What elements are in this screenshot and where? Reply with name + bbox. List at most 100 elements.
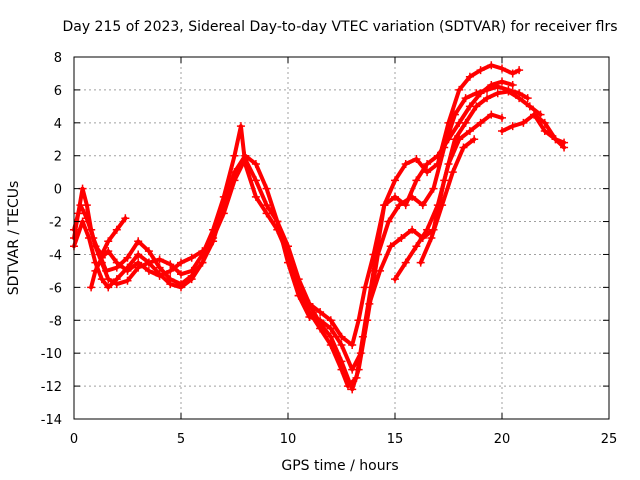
data-point <box>380 201 389 210</box>
y-tick-label: 2 <box>54 150 62 165</box>
y-tick-label: -14 <box>41 413 62 428</box>
x-tick-label: 15 <box>387 432 404 447</box>
data-point <box>448 168 457 177</box>
data-point <box>470 135 479 144</box>
data-point <box>144 266 153 275</box>
series-track-10 <box>530 110 569 147</box>
data-point <box>476 66 485 75</box>
data-point <box>241 151 250 160</box>
data-point <box>423 225 432 234</box>
data-point <box>337 332 346 341</box>
data-point <box>123 266 132 275</box>
series-track-1 <box>70 61 524 391</box>
series-line <box>418 137 477 265</box>
data-point <box>187 275 196 284</box>
data-point <box>498 127 506 136</box>
axis-ticks: 0 5 10 15 20 25 -14 -12 -10 -8 -6 -4 -2 0 2 4 6 8 <box>41 51 618 447</box>
data-point <box>384 217 393 226</box>
data-point <box>326 316 335 325</box>
data-point <box>134 237 143 246</box>
data-point <box>97 253 106 262</box>
data-point <box>112 258 121 267</box>
y-tick-label: 6 <box>54 84 62 99</box>
y-tick-label: 8 <box>54 51 62 66</box>
data-point <box>515 66 524 75</box>
data-point <box>104 237 113 246</box>
data-point <box>112 275 121 284</box>
data-point <box>104 247 113 256</box>
data-point <box>461 94 470 103</box>
x-axis-label: GPS time / hours <box>281 458 398 474</box>
data-point <box>459 143 468 152</box>
data-point <box>540 127 549 136</box>
data-point <box>80 209 89 218</box>
data-point <box>391 275 399 284</box>
data-point <box>87 225 96 234</box>
series-line <box>296 79 515 347</box>
y-tick-label: -2 <box>49 216 62 231</box>
x-tick-label: 20 <box>494 432 511 447</box>
data-point <box>397 234 406 242</box>
data-point <box>294 291 303 300</box>
data-point <box>91 266 100 275</box>
data-point <box>348 340 357 349</box>
data-point <box>123 276 132 285</box>
data-point <box>523 94 532 103</box>
data-point <box>121 214 130 223</box>
y-tick-label: -8 <box>49 314 62 329</box>
data-point <box>97 275 106 284</box>
data-point <box>316 308 325 317</box>
data-point <box>504 87 513 96</box>
data-point <box>465 102 474 111</box>
data-point <box>493 89 502 98</box>
data-point <box>401 159 410 168</box>
data-point <box>209 237 218 246</box>
data-point <box>519 118 528 127</box>
data-point <box>91 242 100 251</box>
series-track-5 <box>87 247 207 292</box>
data-point <box>326 332 335 341</box>
data-point <box>444 159 453 168</box>
data-point <box>418 201 427 210</box>
series-track-7 <box>391 110 506 284</box>
y-axis-label: SDTVAR / TECUs <box>6 181 22 296</box>
data-point <box>416 258 425 267</box>
series-line <box>72 63 522 389</box>
data-point <box>198 258 207 267</box>
data-point <box>487 80 496 89</box>
data-point <box>337 357 346 366</box>
data-point <box>112 225 121 234</box>
series-track-8 <box>416 135 479 267</box>
data-point <box>412 242 421 251</box>
data-point <box>540 118 549 127</box>
x-tick-label: 5 <box>177 432 185 447</box>
data-point <box>427 234 436 242</box>
data-point <box>76 201 85 210</box>
y-tick-label: -12 <box>41 380 62 395</box>
data-point <box>551 135 560 144</box>
series-line <box>72 84 530 392</box>
data-point <box>508 122 517 131</box>
series-track-6 <box>294 77 517 349</box>
data-point <box>251 192 260 201</box>
data-point <box>284 258 292 267</box>
data-point <box>508 69 517 78</box>
data-point <box>337 340 346 349</box>
y-tick-label: -4 <box>49 248 62 263</box>
chart-title: Day 215 of 2023, Sidereal Day-to-day VTE… <box>62 19 617 35</box>
data-point <box>134 258 143 267</box>
data-point <box>525 102 534 111</box>
data-point <box>465 127 474 136</box>
data-point <box>326 324 335 333</box>
data-point <box>365 299 374 308</box>
x-tick-label: 25 <box>601 432 618 447</box>
data-point <box>123 253 132 262</box>
data-point <box>487 61 496 70</box>
data-point <box>273 217 282 226</box>
series-line <box>532 112 567 145</box>
data-point <box>230 168 239 177</box>
data-series <box>70 61 569 394</box>
data-point <box>155 255 164 264</box>
data-point <box>294 275 303 284</box>
data-point <box>236 122 245 131</box>
